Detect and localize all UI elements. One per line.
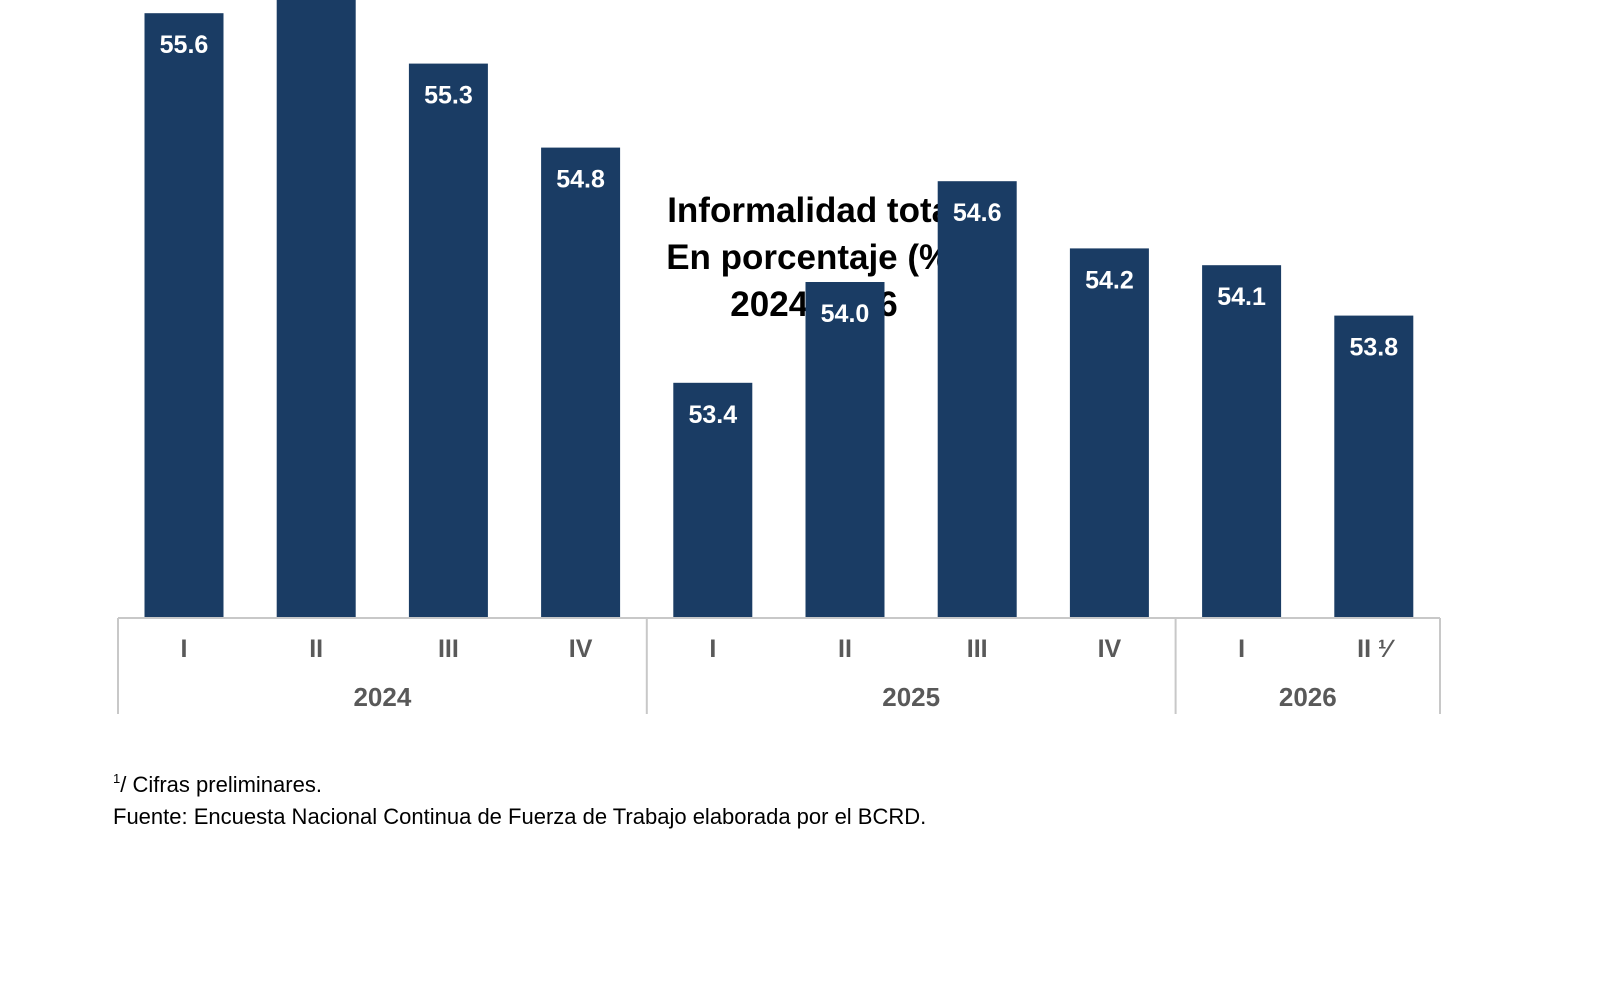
quarter-tick-label: IV xyxy=(1098,635,1122,663)
bar xyxy=(937,181,1017,618)
footnote-mark: 1 xyxy=(113,771,121,786)
quarter-tick-label: I xyxy=(709,635,716,663)
bar-value-label: 54.6 xyxy=(953,199,1002,227)
category-axis: I II III IV I II III IV I II ¹∕2024 2025 2026 xyxy=(117,617,1441,714)
bar xyxy=(408,63,488,619)
quarter-tick-label: II xyxy=(838,635,852,663)
preliminary-note: 1/ Cifras preliminares. xyxy=(113,763,926,801)
bar-value-label: 53.4 xyxy=(688,401,737,429)
bar xyxy=(673,382,753,618)
bar xyxy=(1069,248,1149,618)
bar xyxy=(541,147,621,618)
bar xyxy=(1334,315,1414,618)
quarter-tick-label: III xyxy=(967,635,988,663)
chart-subtitle: En porcentaje (%) xyxy=(666,238,962,277)
bar-value-label: 54.1 xyxy=(1217,283,1266,311)
quarter-tick-label: II ¹∕ xyxy=(1357,635,1395,663)
preliminary-note-text: / Cifras preliminares. xyxy=(120,772,322,797)
quarter-tick-label: IV xyxy=(569,635,593,663)
quarter-tick-label: I xyxy=(181,635,188,663)
bar-value-label: 54.0 xyxy=(821,300,870,328)
bar xyxy=(144,13,224,618)
quarter-tick-label: II xyxy=(309,635,323,663)
bar-value-label: 54.2 xyxy=(1085,266,1134,294)
bar xyxy=(805,282,885,618)
bar-value-label: 55.6 xyxy=(160,31,209,59)
year-group-label: 2026 xyxy=(1279,682,1337,712)
bar-value-label: 53.8 xyxy=(1349,334,1398,362)
chart-title: Informalidad total xyxy=(667,191,961,230)
bar-value-label: 54.8 xyxy=(556,166,605,194)
bar xyxy=(276,0,356,618)
quarter-tick-label: III xyxy=(438,635,459,663)
year-group-label: 2024 xyxy=(353,682,411,712)
bars-layer: 55.656.155.354.853.454.054.654.254.153.8 xyxy=(144,0,1414,619)
year-group-label: 2025 xyxy=(882,682,940,712)
footnotes: 1/ Cifras preliminares. Fuente: Encuesta… xyxy=(113,763,926,833)
bar xyxy=(1202,265,1282,618)
bar-value-label: 55.3 xyxy=(424,82,473,110)
quarter-tick-label: I xyxy=(1238,635,1245,663)
source-note: Fuente: Encuesta Nacional Continua de Fu… xyxy=(113,804,927,829)
